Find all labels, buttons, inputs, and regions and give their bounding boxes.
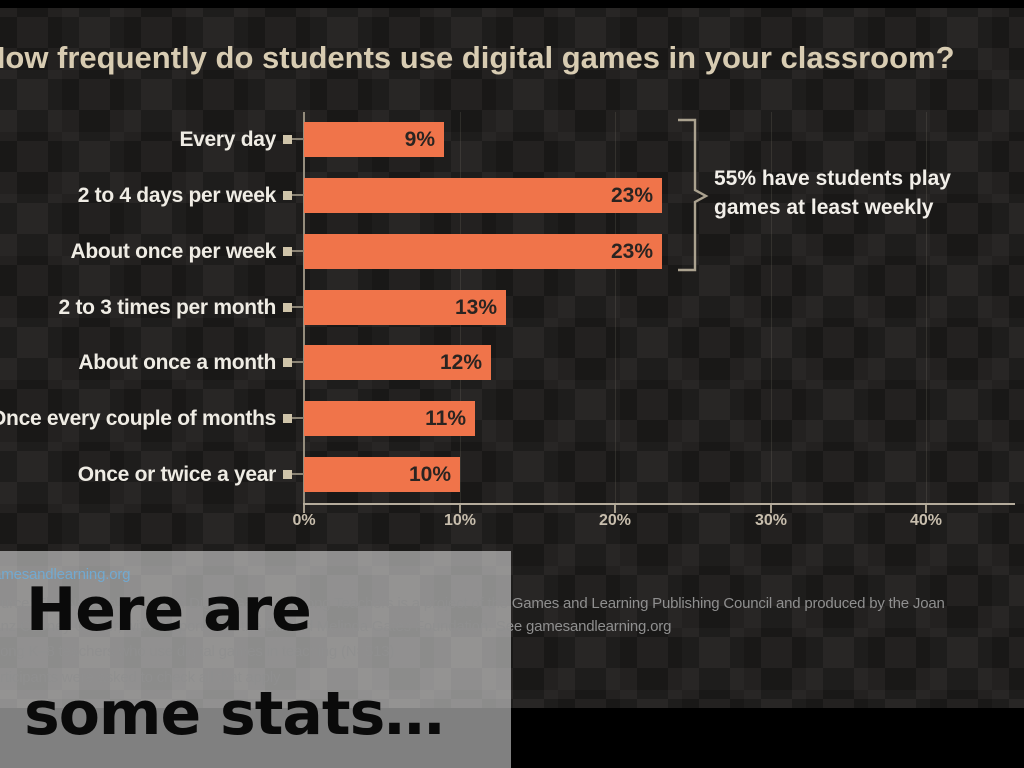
footer-link[interactable]: gamesandlearning.org xyxy=(0,566,131,583)
gridline xyxy=(926,112,927,503)
x-axis-line xyxy=(303,503,1015,505)
category-label: Every day xyxy=(179,128,276,151)
value-label: 9% xyxy=(404,128,435,151)
bar: 23% xyxy=(304,234,662,269)
label-marker-square xyxy=(283,358,292,367)
source-line-4: Participants were asked to check all tha… xyxy=(0,669,281,686)
category-label: About once a month xyxy=(78,351,276,374)
label-marker-square xyxy=(283,303,292,312)
source-line-3: Among K–8 teachers who use digital games… xyxy=(0,643,395,660)
bar: 10% xyxy=(304,457,460,492)
category-label: Once or twice a year xyxy=(77,463,277,486)
value-label: 23% xyxy=(610,184,653,207)
value-label: 23% xyxy=(610,240,653,263)
label-connector-line xyxy=(292,361,304,363)
bar: 11% xyxy=(304,401,475,436)
label-marker-square xyxy=(283,135,292,144)
label-connector-line xyxy=(292,473,304,475)
bar: 23% xyxy=(304,178,662,213)
caption-line1: Here are xyxy=(26,575,312,645)
category-label: 2 to 3 times per month xyxy=(58,296,277,319)
chart-title: How frequently do students use digital g… xyxy=(0,40,955,75)
axis-tick xyxy=(459,505,461,513)
value-label: 13% xyxy=(454,296,497,319)
axis-tick-label: 30% xyxy=(754,512,788,529)
source-line-1: Source: The National Survey of Digital G… xyxy=(0,595,945,612)
label-connector-line xyxy=(292,417,304,419)
bar: 9% xyxy=(304,122,444,157)
annotation-text: 55% have students play games at least we… xyxy=(714,164,951,222)
category-label: 2 to 4 days per week xyxy=(77,184,277,207)
annotation-line2: games at least weekly xyxy=(714,196,934,219)
value-label: 11% xyxy=(425,407,466,430)
axis-tick-label: 0% xyxy=(292,512,316,529)
bracket-shape xyxy=(678,118,709,272)
source-line-2: Ganz Cooney Center, with support from th… xyxy=(0,618,672,635)
annotation-line1: 55% have students play xyxy=(714,167,951,190)
label-marker-square xyxy=(283,414,292,423)
axis-tick xyxy=(770,505,772,513)
label-connector-line xyxy=(292,306,304,308)
category-label: About once per week xyxy=(70,240,276,263)
bar: 13% xyxy=(304,290,506,325)
axis-tick-label: 20% xyxy=(598,512,632,529)
label-marker-square xyxy=(283,247,292,256)
value-label: 10% xyxy=(408,463,451,486)
bar: 12% xyxy=(304,345,491,380)
axis-tick xyxy=(614,505,616,513)
axis-tick xyxy=(925,505,927,513)
caption-overlay-box xyxy=(0,551,511,768)
axis-tick-label: 40% xyxy=(909,512,943,529)
axis-tick xyxy=(303,505,305,513)
label-marker-square xyxy=(283,191,292,200)
label-connector-line xyxy=(292,138,304,140)
gridline xyxy=(771,112,772,503)
label-marker-square xyxy=(283,470,292,479)
label-connector-line xyxy=(292,250,304,252)
gridline xyxy=(615,112,616,503)
category-label: Once every couple of months xyxy=(0,407,276,430)
label-connector-line xyxy=(292,194,304,196)
value-label: 12% xyxy=(439,351,482,374)
caption-line2: some stats… xyxy=(24,679,444,749)
axis-tick-label: 10% xyxy=(443,512,477,529)
